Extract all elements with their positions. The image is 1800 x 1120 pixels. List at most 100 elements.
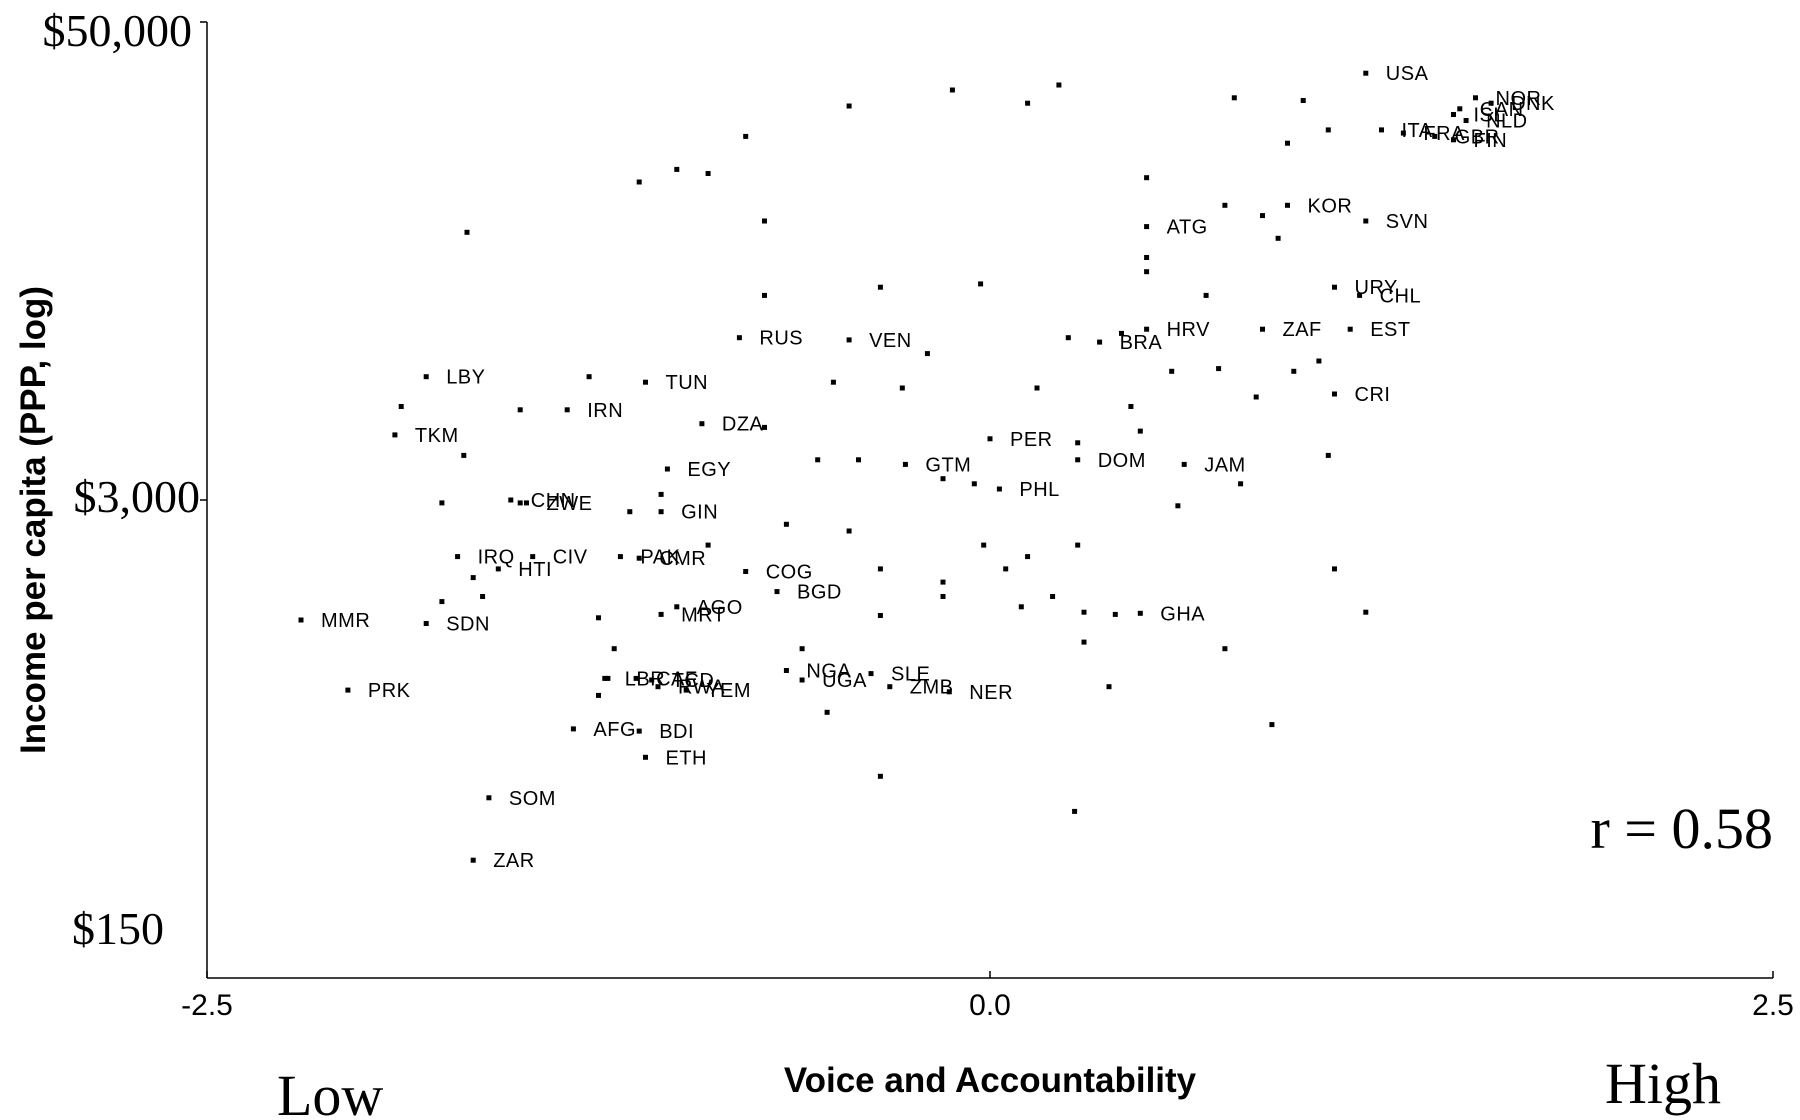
point-139 bbox=[596, 615, 601, 621]
point-civ bbox=[530, 554, 536, 560]
point-68 bbox=[743, 133, 749, 139]
x-tick-label-2.5: 2.5 bbox=[1752, 989, 1794, 1022]
point-label-ven: VEN bbox=[869, 330, 912, 352]
point-70 bbox=[949, 87, 955, 93]
point-cmr bbox=[636, 555, 642, 561]
point-jam bbox=[1181, 461, 1187, 467]
point-71 bbox=[1025, 100, 1031, 106]
point-label-gtm: GTM bbox=[925, 454, 971, 476]
point-label-gbr: GBR bbox=[1455, 126, 1500, 148]
point-fra bbox=[1400, 130, 1406, 136]
point-label-ner: NER bbox=[969, 682, 1013, 704]
point-148 bbox=[627, 509, 633, 515]
point-label-chl: CHL bbox=[1380, 285, 1422, 307]
point-124 bbox=[1081, 609, 1087, 615]
point-bra bbox=[1097, 339, 1103, 345]
point-atg bbox=[1144, 224, 1150, 230]
point-gin bbox=[658, 509, 664, 515]
point-74 bbox=[1300, 98, 1306, 103]
point-nld bbox=[1463, 118, 1469, 123]
point-label-sdn: SDN bbox=[446, 614, 490, 636]
point-tkm bbox=[392, 432, 398, 438]
x-tick-label-0: 0.0 bbox=[969, 989, 1011, 1022]
point-80 bbox=[1275, 235, 1281, 241]
point-label-zaf: ZAF bbox=[1283, 319, 1322, 341]
point-125 bbox=[1112, 611, 1118, 617]
point-ita bbox=[1379, 127, 1384, 133]
point-prk bbox=[345, 687, 351, 693]
point-label-lby: LBY bbox=[446, 367, 485, 389]
y-axis: $50,000 $3,000 $150 Income per capita (P… bbox=[14, 5, 208, 978]
point-67 bbox=[705, 171, 711, 176]
point-143 bbox=[586, 374, 592, 380]
point-84 bbox=[762, 218, 767, 224]
point-label-bgd: BGD bbox=[797, 582, 842, 604]
point-yem bbox=[683, 687, 689, 693]
point-rus bbox=[736, 335, 742, 341]
point-135 bbox=[439, 500, 445, 506]
point-label-zmb: ZMB bbox=[910, 677, 954, 699]
point-label-ury: URY bbox=[1355, 277, 1398, 299]
point-105 bbox=[1075, 440, 1081, 446]
point-119 bbox=[877, 566, 883, 572]
point-label-per: PER bbox=[1010, 429, 1053, 451]
y-axis-title: Income per capita (PPP, log) bbox=[14, 286, 53, 754]
y-tick-label-3000: $3,000 bbox=[74, 471, 201, 522]
point-cog bbox=[743, 569, 749, 574]
point-140 bbox=[611, 646, 617, 652]
x-axis-title: Voice and Accountability bbox=[784, 1061, 1197, 1100]
point-can bbox=[1457, 106, 1463, 112]
point-83 bbox=[1203, 292, 1209, 298]
point-label-jam: JAM bbox=[1204, 454, 1246, 476]
point-103 bbox=[815, 457, 821, 463]
point-label-kor: KOR bbox=[1308, 195, 1353, 217]
point-82 bbox=[1144, 269, 1150, 275]
point-per bbox=[987, 436, 993, 442]
y-tick-label-150: $150 bbox=[72, 903, 164, 954]
point-147 bbox=[398, 404, 404, 409]
point-98 bbox=[924, 351, 930, 357]
point-label-nld: NLD bbox=[1486, 111, 1528, 133]
point-dom bbox=[1075, 457, 1081, 463]
point-label-afg: AFG bbox=[593, 719, 636, 741]
point-label-phl: PHL bbox=[1019, 479, 1059, 501]
point-svn bbox=[1363, 218, 1369, 224]
correlation-annotation: r = 0.58 bbox=[1590, 796, 1773, 861]
point-egy bbox=[664, 466, 670, 472]
point-eth bbox=[643, 754, 648, 760]
point-chl bbox=[1357, 292, 1363, 298]
point-zar bbox=[470, 857, 476, 863]
point-label-bdi: BDI bbox=[659, 721, 694, 743]
point-label-som: SOM bbox=[509, 788, 556, 810]
point-115 bbox=[981, 542, 987, 548]
point-85 bbox=[762, 292, 767, 298]
point-label-cog: COG bbox=[766, 562, 813, 584]
point-75 bbox=[1285, 140, 1290, 146]
point-label-eth: ETH bbox=[666, 747, 708, 769]
point-label-gin: GIN bbox=[681, 502, 718, 524]
point-72 bbox=[1056, 82, 1062, 88]
point-label-egy: EGY bbox=[687, 459, 731, 481]
point-116 bbox=[1025, 554, 1031, 560]
x-high-label: High bbox=[1605, 1051, 1721, 1116]
point-label-ita: ITA bbox=[1402, 120, 1433, 142]
point-78 bbox=[1222, 202, 1228, 208]
point-usa bbox=[1363, 70, 1369, 76]
point-label-zwe: ZWE bbox=[547, 493, 593, 515]
point-123 bbox=[1050, 594, 1056, 599]
point-label-svn: SVN bbox=[1386, 211, 1429, 233]
point-149 bbox=[517, 500, 523, 506]
point-133 bbox=[877, 773, 883, 779]
point-rwa bbox=[655, 684, 661, 690]
point-label-pak: PAK bbox=[640, 547, 680, 569]
point-label-zar: ZAR bbox=[493, 850, 535, 872]
point-81 bbox=[1144, 255, 1150, 260]
point-79 bbox=[1260, 213, 1265, 219]
point-phl bbox=[996, 486, 1002, 492]
point-label-dza: DZA bbox=[722, 414, 764, 436]
point-dza bbox=[699, 421, 705, 427]
point-label-mmr: MMR bbox=[321, 610, 370, 632]
point-92 bbox=[1253, 394, 1259, 400]
y-tick-label-50000: $50,000 bbox=[43, 5, 193, 56]
point-label-irq: IRQ bbox=[478, 547, 515, 569]
